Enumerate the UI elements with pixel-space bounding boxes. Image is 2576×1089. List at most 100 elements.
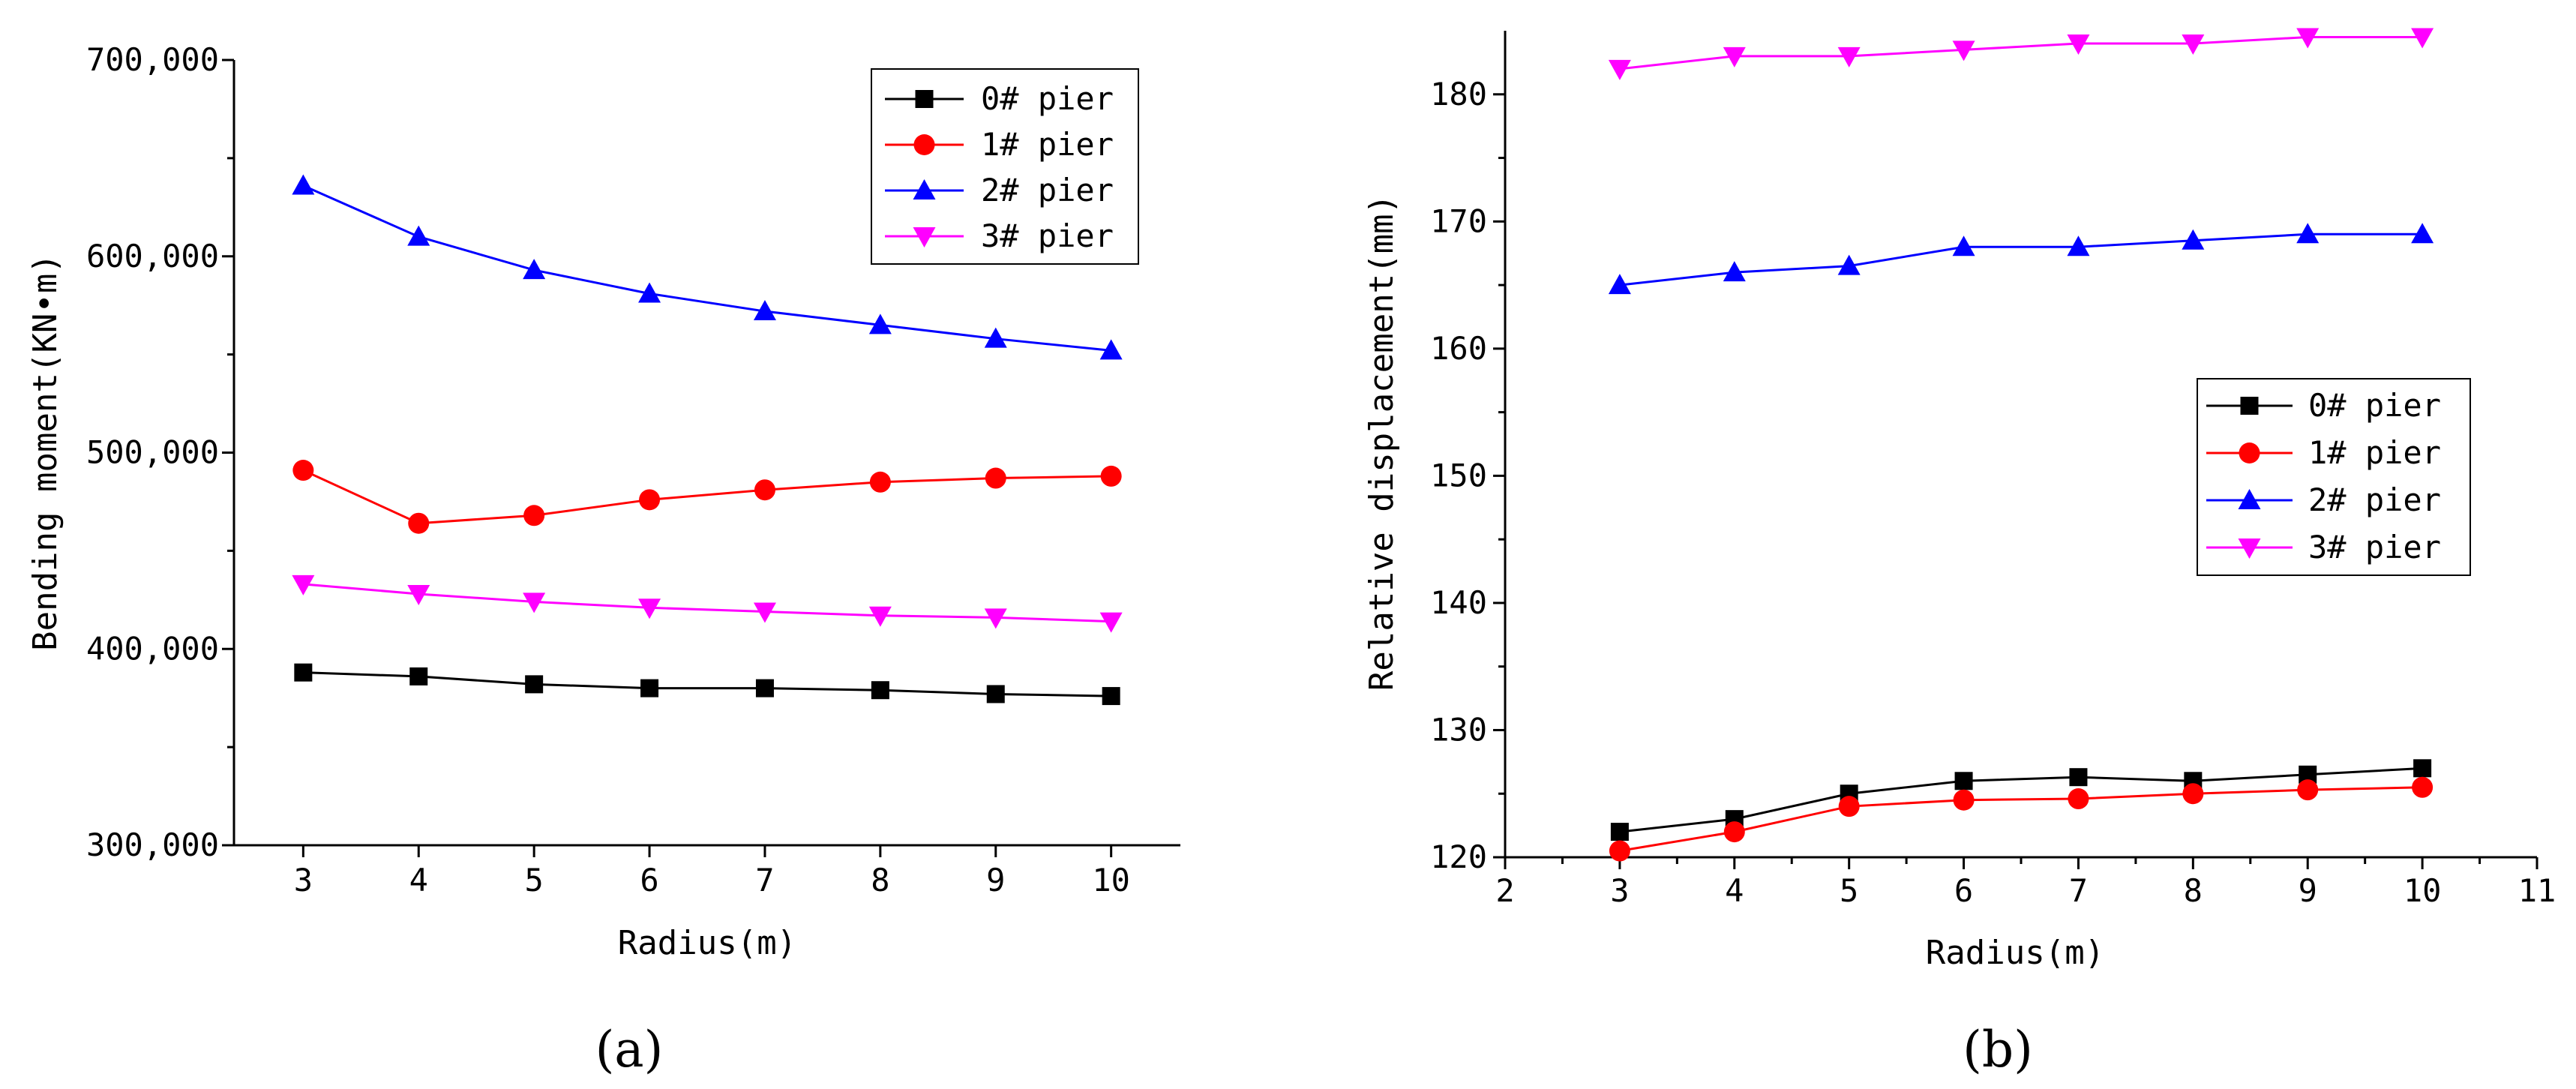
x-tick-label: 5 [524,862,543,898]
x-tick-label: 7 [2069,872,2088,909]
x-tick-label: 4 [1725,872,1744,909]
data-point [1837,46,1861,68]
series-1-pier [292,460,1122,534]
data-point [753,300,776,321]
data-point [292,174,315,195]
x-tick-label: 10 [2404,872,2442,909]
y-tick-label: 150 [1430,457,1487,494]
data-point [1099,339,1123,360]
data-point [868,314,892,334]
data-point [408,512,430,534]
y-tick-label: 130 [1430,711,1487,748]
data-point [2182,783,2204,805]
data-point [640,679,659,698]
series-3-pier [292,574,1123,633]
data-point [638,598,661,620]
panel-a-series [292,174,1123,706]
series-0-pier [294,663,1120,706]
series-line [1619,786,2423,853]
data-point [1838,796,1860,818]
data-point [753,602,776,623]
x-tick-label: 5 [1840,872,1858,909]
data-point [1953,789,1975,811]
data-point [871,681,889,700]
data-point [1954,772,1973,790]
legend-item: 1# pier [885,126,1114,163]
y-tick-label: 300,000 [86,826,219,863]
data-point [2068,788,2089,810]
data-point [985,467,1006,489]
series-line [302,184,1111,352]
legend-label: 3# pier [2308,529,2441,566]
y-tick-label: 600,000 [86,238,219,274]
panel-b-series [1608,28,2434,862]
data-point [984,608,1007,629]
data-point [2182,34,2205,55]
data-point [292,460,314,482]
data-point [755,679,774,698]
data-point [1723,261,1746,282]
x-tick-label: 10 [1092,862,1130,898]
series-2-pier [1608,223,2434,295]
data-point [2411,223,2434,244]
data-point [1723,46,1746,68]
x-tick-label: 11 [2518,872,2557,909]
data-point [1608,59,1631,80]
data-point [1099,612,1123,633]
data-point [409,667,428,686]
y-tick-label: 400,000 [86,630,219,667]
legend-marker [2239,442,2260,464]
data-point [407,225,430,246]
data-point [754,479,775,501]
legend-marker [915,90,934,108]
legend-item: 0# pier [2206,387,2441,424]
legend-marker [2238,489,2261,509]
data-point [869,471,891,493]
legend-marker [913,227,936,248]
panel-b-label: (b) [1963,1021,2033,1078]
panel-a-x-axis-title: Radius(m) [618,924,796,962]
data-point [638,282,661,303]
panel-a-legend: 0# pier 1# pier 2# pier 3# pier [871,68,1139,265]
legend-marker [2240,397,2259,415]
data-point [2296,223,2320,244]
data-point [2296,28,2320,49]
legend-item: 3# pier [2206,529,2441,566]
x-tick-label: 9 [2299,872,2317,909]
panel-a-y-axis-title: Bending moment(KN•m) [26,254,64,651]
data-point [292,574,315,596]
x-tick-label: 8 [2184,872,2203,909]
data-point [639,489,661,511]
series-3-pier [1608,28,2434,80]
data-point [986,685,1005,704]
legend-label: 1# pier [981,126,1114,163]
y-tick-label: 500,000 [86,434,219,471]
x-tick-label: 4 [409,862,428,898]
data-point [523,259,546,280]
panel-b-relative-displacement: 2 3 4 5 6 7 8 9 10 11 120 130 140 150 160 170 180 Radius… [1363,28,2556,1078]
data-point [1100,465,1122,487]
data-point [523,592,546,614]
legend-label: 0# pier [2308,387,2441,424]
data-point [1608,274,1631,295]
legend-marker [2238,538,2261,559]
data-point [525,675,544,694]
y-tick-label: 180 [1430,76,1487,112]
y-tick-label: 700,000 [86,41,219,78]
series-line [1619,232,2423,286]
series-line [302,469,1111,525]
data-point [294,663,313,682]
y-tick-label: 160 [1430,330,1487,367]
data-point [1723,821,1745,843]
series-2-pier [292,174,1123,360]
data-point [2182,229,2205,250]
data-point [984,327,1007,348]
legend-label: 2# pier [2308,482,2441,518]
x-tick-label: 9 [986,862,1005,898]
legend-marker [913,134,935,155]
data-point [1952,236,1975,256]
panel-b-legend-items: 0# pier 1# pier 2# pier 3# pier [2206,387,2441,566]
legend-label: 0# pier [981,80,1114,117]
data-point [1952,40,1975,62]
